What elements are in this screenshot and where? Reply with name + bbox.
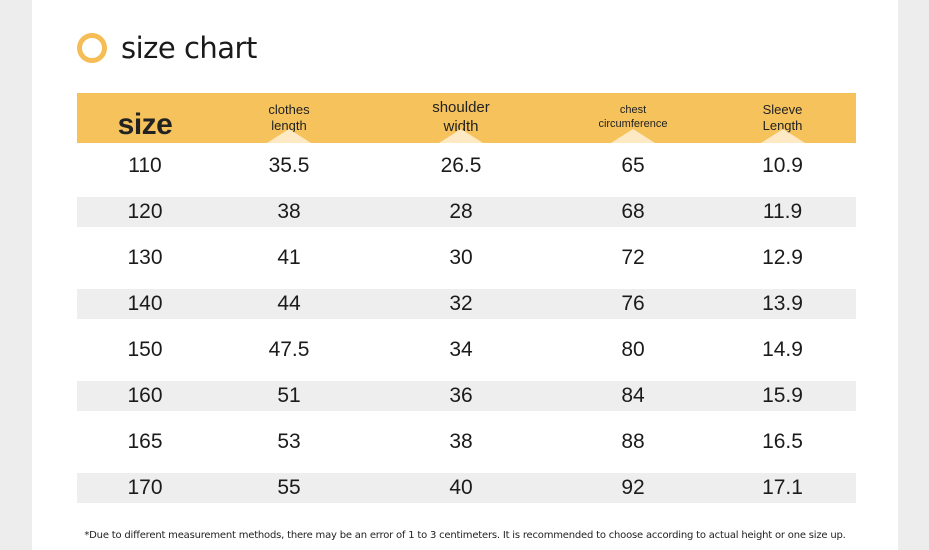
header-shoulder-width: shoulder width — [365, 93, 557, 143]
cell-clothes-length: 41 — [277, 246, 301, 269]
cell-sleeve: 13.9 — [762, 292, 803, 315]
cell-shoulder-width: 38 — [449, 430, 473, 453]
table-header: size clothes length shoulder width chest… — [77, 93, 856, 143]
cell-shoulder-width: 40 — [449, 476, 473, 499]
cell-clothes-length: 44 — [277, 292, 301, 315]
header-size: size — [77, 93, 213, 143]
cell-sleeve: 17.1 — [762, 476, 803, 499]
cell-size: 160 — [127, 384, 163, 407]
cell-clothes-length: 35.5 — [268, 154, 310, 177]
cell-size: 150 — [127, 338, 163, 361]
header-sleeve: Sleeve Length — [709, 93, 856, 143]
circle-icon — [77, 33, 107, 63]
cell-size: 110 — [128, 154, 162, 177]
table-row: 170 55 40 92 17.1 — [77, 473, 856, 503]
table-row: 160 51 36 84 15.9 — [77, 381, 856, 411]
cell-size: 120 — [127, 200, 163, 223]
header-clothes-length: clothes length — [213, 93, 365, 143]
cell-shoulder-width: 36 — [449, 384, 473, 407]
cell-sleeve: 12.9 — [762, 246, 803, 269]
cell-shoulder-width: 28 — [449, 200, 473, 223]
cell-chest: 88 — [621, 430, 645, 453]
table-row: 120 38 28 68 11.9 — [77, 197, 856, 227]
header-sleeve-line1: Sleeve — [762, 101, 803, 117]
cell-chest: 80 — [621, 338, 645, 361]
cell-size: 165 — [127, 430, 163, 453]
cell-clothes-length: 53 — [277, 430, 301, 453]
cell-sleeve: 15.9 — [762, 384, 803, 407]
header-clothes-length-line1: clothes — [268, 101, 310, 117]
cell-size: 140 — [127, 292, 163, 315]
table-row: 150 47.5 34 80 14.9 — [77, 327, 856, 373]
page-title: size chart — [121, 31, 257, 65]
header-chest: chest circumference — [557, 93, 709, 143]
header-chest-line1: chest — [619, 104, 647, 117]
header-triangle — [611, 129, 655, 143]
measurement-note: *Due to different measurement methods, t… — [84, 530, 846, 541]
cell-sleeve: 14.9 — [762, 338, 803, 361]
cell-shoulder-width: 30 — [449, 246, 473, 269]
cell-shoulder-width: 34 — [449, 338, 473, 361]
header-triangle — [439, 129, 483, 143]
cell-shoulder-width: 26.5 — [440, 154, 482, 177]
cell-clothes-length: 38 — [277, 200, 301, 223]
table-row: 110 35.5 26.5 65 10.9 — [77, 143, 856, 189]
cell-size: 170 — [127, 476, 163, 499]
table-row: 165 53 38 88 16.5 — [77, 419, 856, 465]
size-chart-page: size chart size clothes length shoulder … — [32, 0, 898, 550]
cell-chest: 72 — [621, 246, 645, 269]
header-triangle — [760, 129, 805, 143]
header-size-label: size — [117, 108, 173, 142]
cell-shoulder-width: 32 — [449, 292, 473, 315]
table-row: 140 44 32 76 13.9 — [77, 289, 856, 319]
header-chest-line2: circumference — [598, 118, 668, 130]
table-row: 130 41 30 72 12.9 — [77, 235, 856, 281]
cell-clothes-length: 47.5 — [268, 338, 310, 361]
title-row: size chart — [77, 30, 257, 66]
cell-chest: 76 — [621, 292, 645, 315]
size-table: size clothes length shoulder width chest… — [77, 93, 856, 511]
cell-chest: 65 — [621, 154, 645, 177]
cell-clothes-length: 55 — [277, 476, 301, 499]
header-shoulder-width-line1: shoulder — [432, 99, 490, 117]
cell-clothes-length: 51 — [277, 384, 301, 407]
header-triangle — [267, 129, 311, 143]
cell-chest: 84 — [621, 384, 645, 407]
cell-chest: 68 — [621, 200, 645, 223]
cell-sleeve: 16.5 — [762, 430, 803, 453]
cell-sleeve: 10.9 — [762, 154, 803, 177]
cell-chest: 92 — [621, 476, 645, 499]
cell-sleeve: 11.9 — [762, 200, 803, 223]
cell-size: 130 — [127, 246, 163, 269]
